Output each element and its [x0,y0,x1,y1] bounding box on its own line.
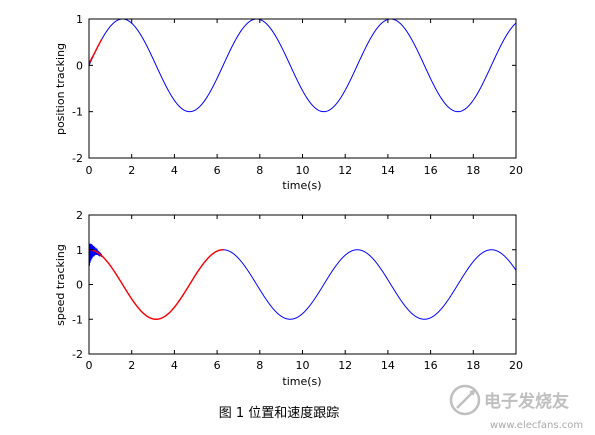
watermark-brand: 电子发烧友 [484,391,569,412]
x-tick-label: 14 [381,359,395,372]
x-tick-label: 2 [128,359,135,372]
x-tick-label: 16 [424,164,438,177]
subplot-speed: 0 2 4 6 8 10 12 14 16 18 20 -2 -1 0 1 2 … [54,209,523,388]
x-tick-label: 10 [296,359,310,372]
speed-x-axis-label: time(s) [282,375,321,388]
position-y-tick-labels: -2 -1 0 1 [72,13,83,165]
y-tick-label: 0 [76,59,83,72]
x-tick-label: 16 [424,359,438,372]
x-tick-label: 18 [466,164,480,177]
x-tick-label: 0 [86,164,93,177]
speed-y-axis-label: speed tracking [54,244,67,326]
x-tick-label: 20 [509,359,523,372]
position-plot-frame [88,18,517,159]
position-y-axis-label: position tracking [54,43,67,135]
speed-marks [89,243,516,320]
x-tick-label: 8 [256,164,263,177]
watermark-url: www.elecfans.com [490,420,583,431]
series-line-blue [89,243,516,320]
position-marks [89,19,516,113]
y-tick-label: 2 [76,209,83,222]
speed-tick-marks [88,214,517,355]
x-tick-label: 8 [256,359,263,372]
watermark-mark-icon [449,384,481,416]
speed-x-tick-labels: 0 2 4 6 8 10 12 14 16 18 20 [86,359,524,372]
position-x-tick-labels: 0 2 4 6 8 10 12 14 16 18 20 [86,164,524,177]
series-line-blue [89,19,516,113]
series-line-red [89,249,224,320]
speed-y-tick-labels: -2 -1 0 1 2 [72,209,83,361]
watermark-logo: 电子发烧友 www.elecfans.com [449,384,583,431]
y-tick-label: -1 [72,313,83,326]
y-tick-label: -2 [72,152,83,165]
subplot-position: 0 2 4 6 8 10 12 14 16 18 20 -2 -1 0 1 ti… [54,13,523,192]
x-tick-label: 14 [381,164,395,177]
position-x-axis-label: time(s) [282,179,321,192]
figure-caption: 图 1 位置和速度跟踪 [219,405,340,421]
x-tick-label: 4 [171,164,178,177]
x-tick-label: 4 [171,359,178,372]
x-tick-label: 12 [338,359,352,372]
x-tick-label: 0 [86,359,93,372]
x-tick-label: 12 [338,164,352,177]
y-tick-label: -2 [72,348,83,361]
x-tick-label: 6 [214,164,221,177]
y-tick-label: -1 [72,106,83,119]
x-tick-label: 2 [128,164,135,177]
speed-plot-frame [88,214,517,355]
x-tick-label: 10 [296,164,310,177]
y-tick-label: 0 [76,279,83,292]
x-tick-label: 18 [466,359,480,372]
y-tick-label: 1 [76,244,83,257]
position-tick-marks [88,18,517,159]
series-line-red [89,38,103,64]
x-tick-label: 6 [214,359,221,372]
x-tick-label: 20 [509,164,523,177]
y-tick-label: 1 [76,13,83,26]
